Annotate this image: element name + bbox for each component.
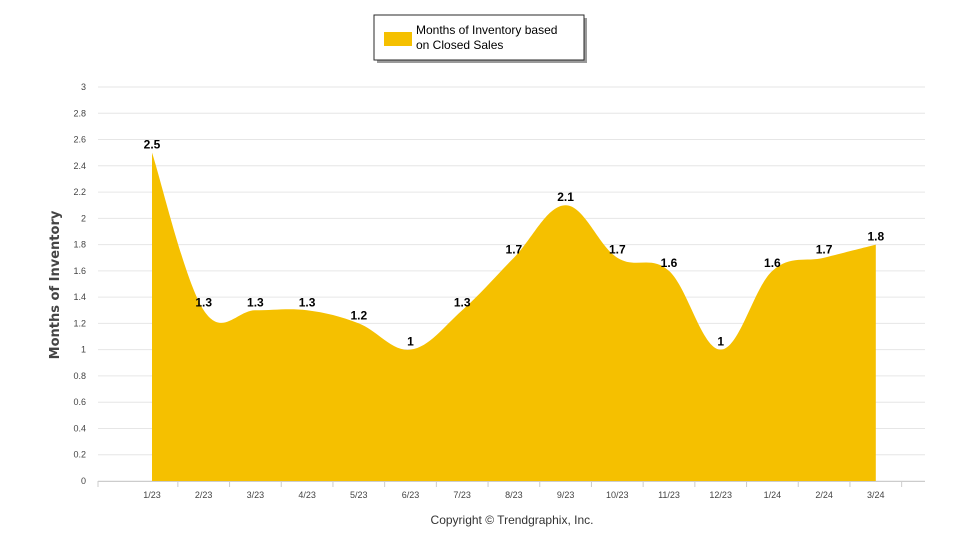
x-tick-label: 1/24 — [764, 490, 782, 500]
data-label: 1.6 — [661, 256, 678, 270]
x-tick-label: 3/24 — [867, 490, 885, 500]
y-tick-label: 2.6 — [73, 135, 86, 145]
data-label: 2.1 — [557, 190, 574, 204]
data-label: 1 — [407, 335, 414, 349]
y-tick-label: 1 — [81, 345, 86, 355]
x-tick-label: 1/23 — [143, 490, 161, 500]
y-tick-label: 2.4 — [73, 161, 86, 171]
y-axis-ticks: 0 0.2 0.4 0.6 0.8 1 1.2 1.4 1.6 1.8 2 2.2 2.4 2.6 2.8 3 — [73, 82, 86, 486]
y-tick-label: 0.2 — [73, 450, 86, 460]
y-tick-label: 1.2 — [73, 318, 86, 328]
y-tick-label: 0.6 — [73, 397, 86, 407]
y-tick-label: 0.4 — [73, 423, 86, 433]
x-tick-label: 2/24 — [815, 490, 833, 500]
x-tick-label: 10/23 — [606, 490, 629, 500]
x-tick-label: 5/23 — [350, 490, 368, 500]
area-fill — [152, 152, 876, 481]
data-label: 1.3 — [454, 295, 471, 309]
x-tick-label: 9/23 — [557, 490, 575, 500]
x-axis: 1/23 2/23 3/23 4/23 5/23 6/23 7/23 8/23 9/23 10/2… — [97, 481, 925, 500]
x-tick-label: 12/23 — [709, 490, 732, 500]
copyright-text: Copyright © Trendgraphix, Inc. — [431, 513, 594, 527]
y-tick-label: 1.4 — [73, 292, 86, 302]
y-axis-title: Months of Inventory — [48, 210, 63, 359]
data-label: 1.6 — [764, 256, 781, 270]
x-tick-label: 2/23 — [195, 490, 213, 500]
data-label: 2.5 — [144, 138, 161, 152]
y-tick-label: 3 — [81, 82, 86, 92]
x-tick-label: 6/23 — [402, 490, 420, 500]
x-tick-label: 11/23 — [658, 490, 680, 500]
data-label: 1.7 — [506, 243, 523, 257]
y-tick-label: 2.8 — [73, 108, 86, 118]
data-label: 1.8 — [867, 230, 884, 244]
y-tick-label: 2 — [81, 213, 86, 223]
legend-label-line2: on Closed Sales — [416, 38, 503, 52]
y-tick-label: 1.8 — [73, 240, 86, 250]
data-label: 1 — [717, 335, 724, 349]
data-label: 1.2 — [350, 308, 367, 322]
data-label: 1.7 — [816, 243, 833, 257]
data-label: 1.3 — [299, 295, 316, 309]
legend[interactable]: Months of Inventory based on Closed Sale… — [373, 14, 587, 63]
legend-swatch — [384, 32, 412, 46]
data-label: 1.7 — [609, 243, 626, 257]
x-tick-label: 4/23 — [298, 490, 316, 500]
y-tick-label: 1.6 — [73, 266, 86, 276]
y-tick-label: 2.2 — [73, 187, 86, 197]
legend-label-line1: Months of Inventory based — [416, 23, 557, 37]
data-label: 1.3 — [247, 295, 264, 309]
x-tick-label: 3/23 — [247, 490, 265, 500]
series-area — [152, 152, 876, 481]
data-label: 1.3 — [195, 295, 212, 309]
x-tick-label: 8/23 — [505, 490, 523, 500]
y-tick-label: 0 — [81, 476, 86, 486]
x-tick-label: 7/23 — [453, 490, 471, 500]
data-labels: 2.5 1.3 1.3 1.3 1.2 1 1.3 1.7 2.1 1.7 1.6 1 1.6 1.7 1.… — [144, 138, 885, 349]
y-tick-label: 0.8 — [73, 371, 86, 381]
